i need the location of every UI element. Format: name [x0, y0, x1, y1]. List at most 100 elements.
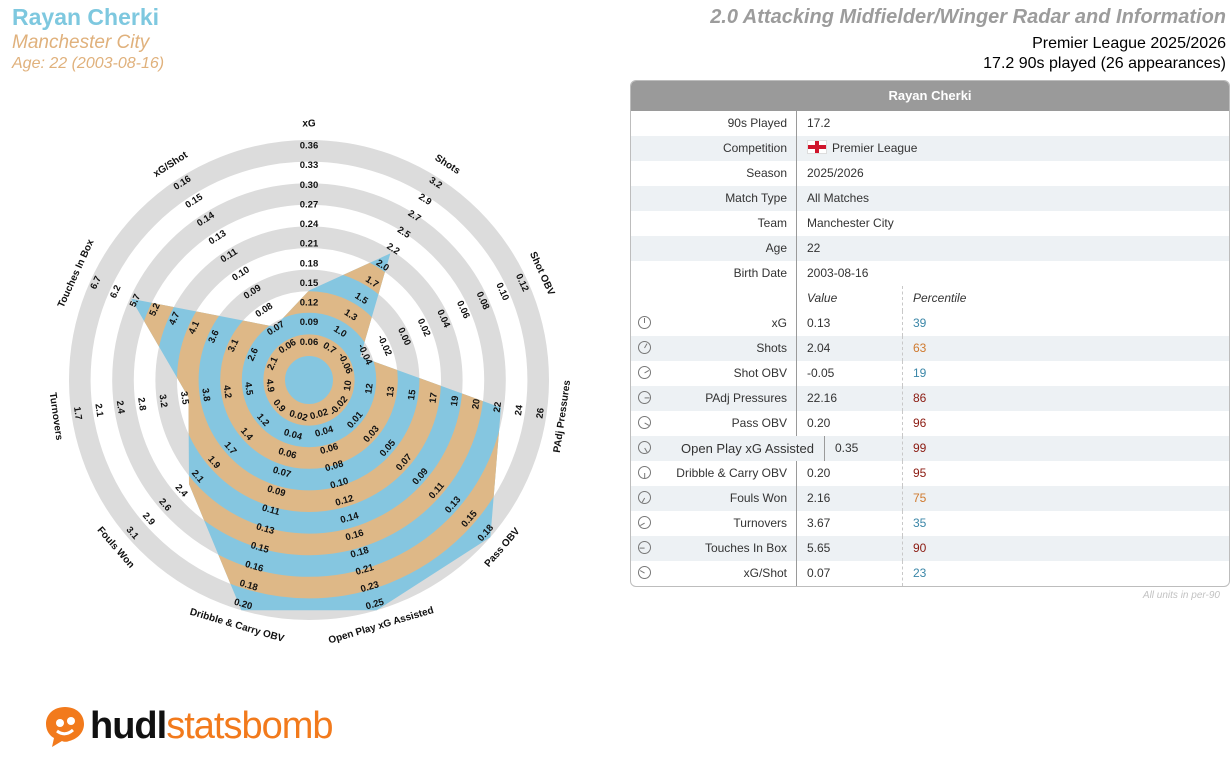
radar-tick-label: 0.02: [288, 408, 309, 424]
radar-tick-label: 0.18: [238, 578, 259, 594]
radar-axis-label: PAdj Pressures: [552, 379, 573, 453]
metric-value: 0.35: [835, 441, 859, 455]
info-value-text: 2003-08-16: [807, 266, 869, 280]
metric-row: PAdj Pressures 22.16 86: [631, 386, 1229, 411]
radar-tick-label: 0.23: [359, 579, 380, 595]
metric-row: Shot OBV -0.05 19: [631, 361, 1229, 386]
radar-tick-label: 0.12: [300, 298, 319, 309]
team-name: Manchester City: [12, 32, 150, 53]
radar-tick-label: 26: [534, 407, 546, 419]
info-label: Match Type: [659, 186, 797, 211]
metric-row: Open Play xG Assisted 0.35 99: [631, 436, 1229, 461]
radar-center: [287, 358, 331, 402]
radar-tick-label: 0.04: [314, 424, 336, 440]
player-info-table: Rayan Cherki 90s Played 17.2 Competition Pr…: [630, 80, 1230, 587]
radar-fill-band: [131, 253, 501, 599]
info-value-text: 22: [807, 241, 821, 255]
metric-label: xG: [659, 311, 797, 336]
gauge-icon: [638, 441, 651, 454]
radar-tick-label: 2.1: [265, 355, 281, 372]
metric-percentile: 90: [902, 536, 926, 561]
metric-percentile: 75: [902, 486, 926, 511]
units-footnote: All units in per-90: [1142, 590, 1220, 601]
hudl-logo-icon: [46, 707, 84, 747]
radar-tick-label: 0.09: [300, 317, 319, 328]
radar-tick-label: 22: [492, 401, 504, 413]
radar-tick-label: 0.15: [249, 540, 271, 556]
info-label: 90s Played: [659, 111, 797, 136]
metric-label: Shot OBV: [659, 361, 797, 386]
info-value: Premier League: [797, 136, 917, 161]
radar-tick-label: 13: [385, 386, 397, 398]
radar-title: 2.0 Attacking Midfielder/Winger Radar an…: [710, 6, 1226, 28]
radar-tick-label: 0.13: [255, 521, 276, 537]
radar-tick-label: 3.5: [178, 391, 191, 406]
radar-tick-label: 4.7: [167, 310, 182, 327]
logo-text-statsbomb: statsbomb: [166, 704, 333, 747]
info-row: Age 22: [631, 236, 1229, 261]
metric-row: Dribble & Carry OBV 0.20 95: [631, 461, 1229, 486]
info-row: Season 2025/2026: [631, 161, 1229, 186]
radar-tick-label: 0.12: [334, 493, 355, 509]
info-value: All Matches: [797, 186, 869, 211]
metric-value: 0.20: [807, 466, 831, 480]
metric-row: xG 0.13 39: [631, 311, 1229, 336]
metric-percentile: 86: [902, 386, 926, 411]
radar-tick-label: 4.5: [242, 381, 255, 396]
info-row: Competition Premier League: [631, 136, 1229, 161]
gauge-icon: [638, 366, 651, 379]
gauge-icon: [638, 491, 651, 504]
metric-value: 5.65: [807, 541, 831, 555]
metric-value: 0.07: [807, 566, 831, 580]
radar-tick-label: 17: [428, 392, 440, 404]
metric-row: Pass OBV 0.20 96: [631, 411, 1229, 436]
info-row: Birth Date 2003-08-16: [631, 261, 1229, 286]
radar-tick-label: 0.18: [349, 545, 370, 561]
metric-percentile: 96: [902, 411, 926, 436]
metric-percentile: 39: [902, 311, 926, 336]
radar-tick-label: 0.18: [300, 258, 319, 269]
gauge-icon: [638, 341, 651, 354]
radar-tick-label: 0.14: [339, 510, 361, 526]
radar-tick-label: 0.07: [271, 465, 292, 481]
gauge-icon: [638, 416, 651, 429]
radar-tick-label: 0.06: [300, 337, 319, 348]
radar-tick-label: 2.8: [135, 397, 148, 412]
metric-value: 2.04: [807, 341, 831, 355]
metric-label: Turnovers: [659, 511, 797, 536]
metric-label: xG/Shot: [659, 561, 797, 586]
radar-tick-label: 0.21: [354, 562, 376, 578]
info-value-text: All Matches: [807, 191, 870, 205]
table-title: Rayan Cherki: [631, 81, 1229, 111]
radar-tick-label: 12: [363, 383, 375, 395]
metric-label: Dribble & Carry OBV: [659, 461, 797, 486]
hudl-statsbomb-logo: hudl statsbomb: [40, 700, 334, 752]
radar-tick-label: 0.27: [300, 199, 319, 210]
radar-tick-label: 4.1: [187, 319, 203, 336]
radar-tick-label: 0.08: [324, 458, 345, 474]
metric-value: 0.13: [807, 316, 831, 330]
metric-percentile: 35: [902, 511, 926, 536]
radar-tick-label: 0.11: [261, 503, 282, 519]
radar-tick-label: 4.2: [221, 384, 234, 399]
metric-value: -0.05: [807, 366, 835, 380]
radar-tick-label: 0.15: [300, 278, 319, 289]
metric-percentile: 99: [902, 436, 926, 461]
radar-tick-label: 0.36: [300, 141, 319, 152]
played-line: 17.2 90s played (26 appearances): [983, 55, 1226, 72]
info-label: Age: [659, 236, 797, 261]
radar-tick-label: 0.24: [300, 219, 319, 230]
radar-tick-label: 2.6: [246, 346, 261, 363]
info-value: Manchester City: [797, 211, 894, 236]
metric-row: Turnovers 3.67 35: [631, 511, 1229, 536]
radar-tick-label: 3.6: [206, 328, 221, 345]
radar-fill-band: [263, 334, 355, 426]
radar-tick-label: 5.7: [128, 292, 143, 309]
radar-tick-label: 0.21: [300, 239, 319, 250]
metric-percentile: 95: [902, 461, 926, 486]
radar-fill-band: [220, 291, 398, 469]
metric-label: PAdj Pressures: [659, 386, 797, 411]
radar-tick-label: 0.02: [309, 407, 330, 423]
metric-percentile: 63: [902, 336, 926, 361]
info-value: 17.2: [797, 111, 830, 136]
